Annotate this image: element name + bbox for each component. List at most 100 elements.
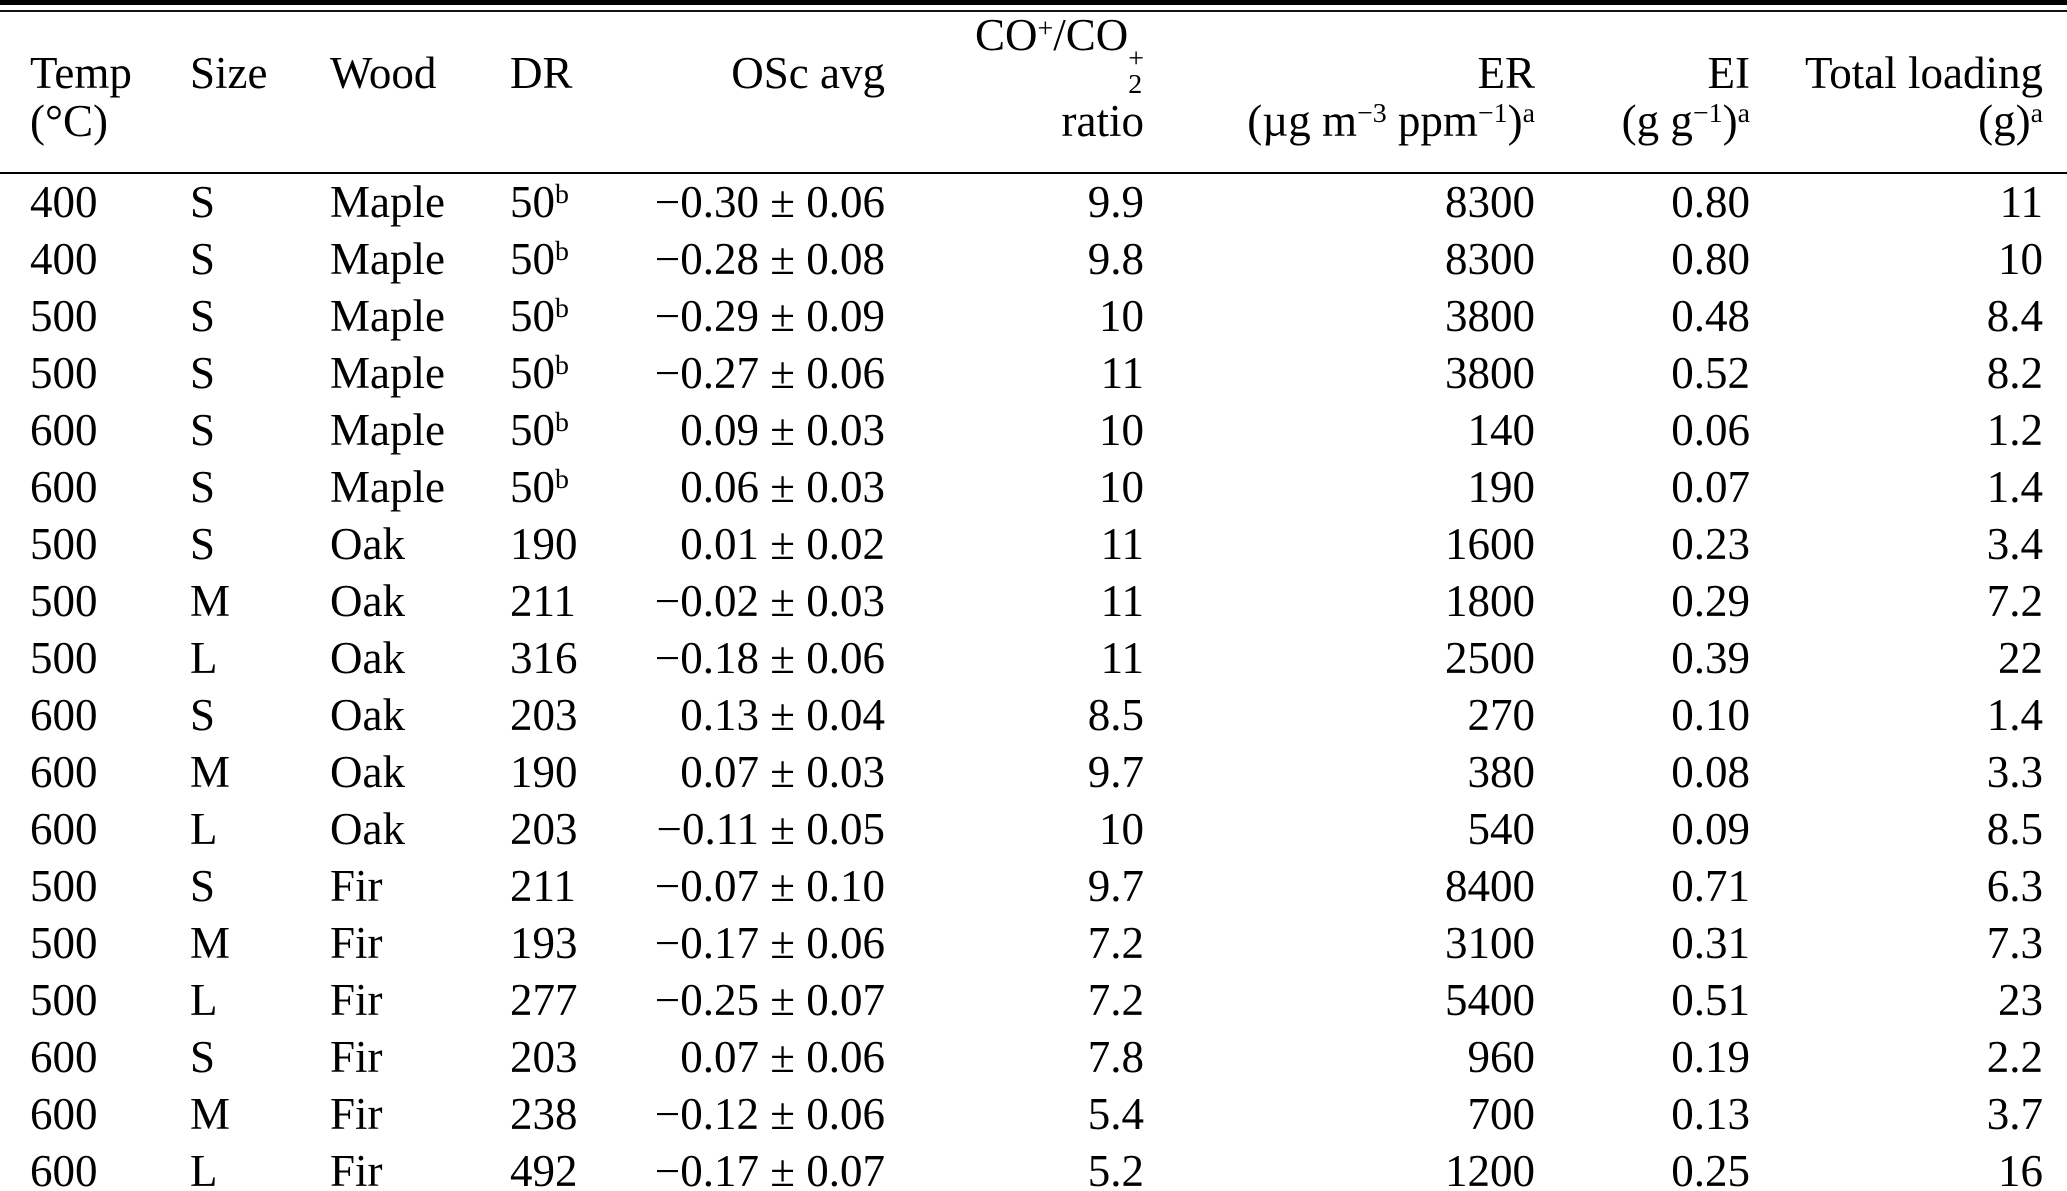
cell-ei: 0.31 bbox=[1671, 917, 1750, 968]
table-body: 400 S Maple 50b −0.30 ± 0.06 9.9 8300 0.… bbox=[0, 173, 2067, 1191]
col-header-temp: Temp bbox=[30, 48, 132, 99]
cell-total-loading: 1.2 bbox=[1986, 404, 2043, 455]
cell-total-loading: 16 bbox=[1998, 1145, 2043, 1191]
cell-wood: Oak bbox=[330, 518, 405, 569]
header-row-1: Temp Size Wood DR OSc avg CO+/CO +2 ER EI… bbox=[0, 11, 2067, 99]
cell-temp: 500 bbox=[30, 575, 98, 626]
col-unit-ei: (g g−1)a bbox=[1535, 97, 1750, 174]
cell-wood: Maple bbox=[330, 347, 445, 398]
cell-size: S bbox=[190, 404, 216, 455]
cell-er: 190 bbox=[1467, 461, 1536, 512]
cell-ei: 0.29 bbox=[1671, 575, 1750, 626]
cell-total-loading: 7.3 bbox=[1986, 917, 2043, 968]
cell-osc-avg: −0.30 ± 0.06 bbox=[654, 176, 885, 227]
col-unit-dr bbox=[510, 97, 640, 174]
cell-ei: 0.23 bbox=[1671, 518, 1750, 569]
col-header-wood: Wood bbox=[330, 48, 437, 99]
col-header-er: ER bbox=[1477, 48, 1535, 99]
table-header: Temp Size Wood DR OSc avg CO+/CO +2 ER EI… bbox=[0, 11, 2067, 174]
cell-co-co2-ratio: 9.7 bbox=[1087, 860, 1144, 911]
cell-ei: 0.06 bbox=[1671, 404, 1750, 455]
cell-ei: 0.52 bbox=[1671, 347, 1750, 398]
cell-temp: 600 bbox=[30, 1088, 98, 1139]
cell-co-co2-ratio: 9.7 bbox=[1087, 746, 1144, 797]
cell-total-loading: 1.4 bbox=[1986, 689, 2043, 740]
cell-wood: Maple bbox=[330, 176, 445, 227]
cell-wood: Maple bbox=[330, 290, 445, 341]
cell-er: 2500 bbox=[1445, 632, 1535, 683]
cell-dr: 50b bbox=[510, 290, 569, 341]
cell-osc-avg: 0.07 ± 0.03 bbox=[680, 746, 885, 797]
cell-temp: 600 bbox=[30, 746, 98, 797]
cell-er: 700 bbox=[1467, 1088, 1536, 1139]
cell-osc-avg: 0.07 ± 0.06 bbox=[680, 1031, 885, 1082]
cell-temp: 500 bbox=[30, 632, 98, 683]
cell-temp: 600 bbox=[30, 1145, 98, 1191]
cell-ei: 0.80 bbox=[1671, 233, 1750, 284]
cell-total-loading: 22 bbox=[1998, 632, 2043, 683]
cell-size: S bbox=[190, 461, 216, 512]
cell-co-co2-ratio: 10 bbox=[1099, 461, 1144, 512]
cell-er: 1200 bbox=[1445, 1145, 1535, 1191]
cell-er: 540 bbox=[1467, 803, 1536, 854]
cell-size: L bbox=[190, 632, 218, 683]
cell-temp: 600 bbox=[30, 689, 98, 740]
table-row: 600 L Fir 492 −0.17 ± 0.07 5.2 1200 0.25… bbox=[0, 1143, 2067, 1191]
cell-total-loading: 23 bbox=[1998, 974, 2043, 1025]
cell-osc-avg: −0.17 ± 0.06 bbox=[654, 917, 885, 968]
cell-temp: 400 bbox=[30, 233, 98, 284]
cell-osc-avg: 0.01 ± 0.02 bbox=[680, 518, 885, 569]
cell-osc-avg: −0.28 ± 0.08 bbox=[654, 233, 885, 284]
table-row: 500 M Oak 211 −0.02 ± 0.03 11 1800 0.29 … bbox=[0, 573, 2067, 630]
table-row: 500 L Oak 316 −0.18 ± 0.06 11 2500 0.39 … bbox=[0, 630, 2067, 687]
cell-temp: 500 bbox=[30, 518, 98, 569]
cell-ei: 0.13 bbox=[1671, 1088, 1750, 1139]
col-unit-size bbox=[190, 97, 330, 174]
cell-wood: Fir bbox=[330, 1031, 383, 1082]
cell-dr: 316 bbox=[510, 632, 578, 683]
cell-osc-avg: 0.13 ± 0.04 bbox=[680, 689, 885, 740]
top-thick-rule bbox=[0, 0, 2067, 5]
cell-wood: Oak bbox=[330, 632, 405, 683]
cell-dr: 50b bbox=[510, 404, 569, 455]
cell-dr: 203 bbox=[510, 803, 578, 854]
cell-wood: Fir bbox=[330, 1088, 383, 1139]
cell-total-loading: 8.5 bbox=[1986, 803, 2043, 854]
cell-osc-avg: −0.29 ± 0.09 bbox=[654, 290, 885, 341]
cell-wood: Oak bbox=[330, 803, 405, 854]
cell-er: 3800 bbox=[1445, 347, 1535, 398]
cell-temp: 600 bbox=[30, 461, 98, 512]
cell-dr: 193 bbox=[510, 917, 578, 968]
cell-dr: 211 bbox=[510, 860, 576, 911]
cell-co-co2-ratio: 8.5 bbox=[1087, 689, 1144, 740]
cell-temp: 600 bbox=[30, 1031, 98, 1082]
cell-co-co2-ratio: 11 bbox=[1100, 575, 1144, 626]
table-row: 500 S Fir 211 −0.07 ± 0.10 9.7 8400 0.71… bbox=[0, 858, 2067, 915]
cell-total-loading: 1.4 bbox=[1986, 461, 2043, 512]
cell-dr: 203 bbox=[510, 1031, 578, 1082]
cell-wood: Fir bbox=[330, 917, 383, 968]
cell-total-loading: 7.2 bbox=[1986, 575, 2043, 626]
cell-er: 8400 bbox=[1445, 860, 1535, 911]
cell-co-co2-ratio: 10 bbox=[1099, 404, 1144, 455]
cell-dr: 277 bbox=[510, 974, 578, 1025]
cell-dr: 190 bbox=[510, 746, 578, 797]
cell-total-loading: 10 bbox=[1998, 233, 2043, 284]
cell-total-loading: 3.3 bbox=[1986, 746, 2043, 797]
cell-er: 8300 bbox=[1445, 176, 1535, 227]
cell-co-co2-ratio: 10 bbox=[1099, 290, 1144, 341]
cell-co-co2-ratio: 9.9 bbox=[1087, 176, 1144, 227]
cell-ei: 0.48 bbox=[1671, 290, 1750, 341]
cell-wood: Oak bbox=[330, 689, 405, 740]
cell-osc-avg: −0.02 ± 0.03 bbox=[654, 575, 885, 626]
table-row: 500 L Fir 277 −0.25 ± 0.07 7.2 5400 0.51… bbox=[0, 972, 2067, 1029]
table-row: 600 S Oak 203 0.13 ± 0.04 8.5 270 0.10 1… bbox=[0, 687, 2067, 744]
cell-temp: 600 bbox=[30, 404, 98, 455]
table-row: 500 S Maple 50b −0.27 ± 0.06 11 3800 0.5… bbox=[0, 345, 2067, 402]
cell-er: 1600 bbox=[1445, 518, 1535, 569]
table-row: 500 M Fir 193 −0.17 ± 0.06 7.2 3100 0.31… bbox=[0, 915, 2067, 972]
cell-er: 270 bbox=[1467, 689, 1536, 740]
cell-size: M bbox=[190, 746, 231, 797]
cell-wood: Fir bbox=[330, 1145, 383, 1191]
table-row: 600 M Oak 190 0.07 ± 0.03 9.7 380 0.08 3… bbox=[0, 744, 2067, 801]
